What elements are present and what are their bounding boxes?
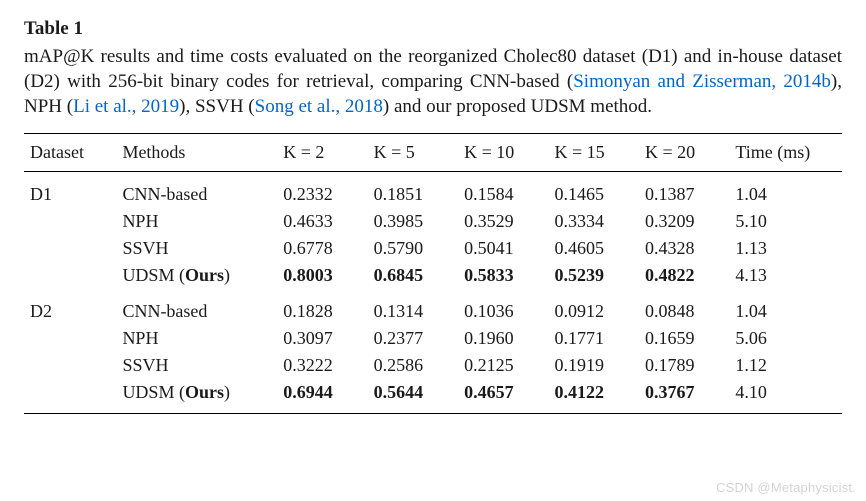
cell-k10: 0.4657: [458, 379, 548, 414]
cell-k20: 0.4328: [639, 235, 729, 262]
table-label: Table 1: [24, 18, 842, 40]
cell-k15: 0.3334: [549, 208, 639, 235]
table-row: SSVH0.32220.25860.21250.19190.17891.12: [24, 352, 842, 379]
table-row: NPH0.46330.39850.35290.33340.32095.10: [24, 208, 842, 235]
table-row: SSVH0.67780.57900.50410.46050.43281.13: [24, 235, 842, 262]
cell-method: CNN-based: [116, 289, 277, 325]
cell-time: 5.10: [729, 208, 842, 235]
cell-method: SSVH: [116, 235, 277, 262]
cell-k20: 0.1659: [639, 325, 729, 352]
cell-time: 5.06: [729, 325, 842, 352]
table-row: UDSM (Ours)0.69440.56440.46570.41220.376…: [24, 379, 842, 414]
col-header-k10: K = 10: [458, 134, 548, 172]
cell-dataset: [24, 325, 116, 352]
cell-time: 4.10: [729, 379, 842, 414]
table-header-row: Dataset Methods K = 2 K = 5 K = 10 K = 1…: [24, 134, 842, 172]
col-header-k15: K = 15: [549, 134, 639, 172]
cell-k10: 0.3529: [458, 208, 548, 235]
cell-k5: 0.2586: [368, 352, 458, 379]
table-row: NPH0.30970.23770.19600.17710.16595.06: [24, 325, 842, 352]
cell-k15: 0.1771: [549, 325, 639, 352]
table-row: D1CNN-based0.23320.18510.15840.14650.138…: [24, 172, 842, 209]
cell-time: 1.13: [729, 235, 842, 262]
table-row: UDSM (Ours)0.80030.68450.58330.52390.482…: [24, 262, 842, 289]
cell-dataset: [24, 208, 116, 235]
cell-method: SSVH: [116, 352, 277, 379]
results-table: Dataset Methods K = 2 K = 5 K = 10 K = 1…: [24, 133, 842, 414]
col-header-time: Time (ms): [729, 134, 842, 172]
cell-k2: 0.6944: [277, 379, 367, 414]
table-caption: mAP@K results and time costs evaluated o…: [24, 44, 842, 119]
watermark-text: CSDN @Metaphysicist.: [716, 480, 856, 495]
cell-method: CNN-based: [116, 172, 277, 209]
cell-k20: 0.1789: [639, 352, 729, 379]
col-header-k2: K = 2: [277, 134, 367, 172]
cell-k5: 0.1851: [368, 172, 458, 209]
cell-k2: 0.3222: [277, 352, 367, 379]
cell-k5: 0.1314: [368, 289, 458, 325]
cell-method: UDSM (Ours): [116, 262, 277, 289]
cell-k10: 0.2125: [458, 352, 548, 379]
table-row: D2CNN-based0.18280.13140.10360.09120.084…: [24, 289, 842, 325]
col-header-k20: K = 20: [639, 134, 729, 172]
cell-k2: 0.6778: [277, 235, 367, 262]
cell-dataset: [24, 352, 116, 379]
cell-method: NPH: [116, 325, 277, 352]
cell-time: 1.04: [729, 172, 842, 209]
cell-k20: 0.4822: [639, 262, 729, 289]
cell-time: 4.13: [729, 262, 842, 289]
cell-dataset: [24, 235, 116, 262]
cell-k5: 0.2377: [368, 325, 458, 352]
cell-k20: 0.0848: [639, 289, 729, 325]
col-header-methods: Methods: [116, 134, 277, 172]
cell-k15: 0.4605: [549, 235, 639, 262]
cell-k15: 0.1919: [549, 352, 639, 379]
caption-text: ) and our proposed UDSM method.: [383, 96, 652, 117]
caption-text: ), SSVH (: [179, 96, 254, 117]
cell-time: 1.12: [729, 352, 842, 379]
cell-k15: 0.0912: [549, 289, 639, 325]
cell-k10: 0.1584: [458, 172, 548, 209]
cell-k2: 0.8003: [277, 262, 367, 289]
cell-k2: 0.3097: [277, 325, 367, 352]
cell-k10: 0.5833: [458, 262, 548, 289]
cell-k2: 0.4633: [277, 208, 367, 235]
citation-link[interactable]: Simonyan and Zisserman, 2014b: [573, 71, 831, 92]
page-container: Table 1 mAP@K results and time costs eva…: [0, 0, 866, 501]
col-header-k5: K = 5: [368, 134, 458, 172]
cell-k10: 0.1036: [458, 289, 548, 325]
cell-k20: 0.1387: [639, 172, 729, 209]
cell-method: UDSM (Ours): [116, 379, 277, 414]
cell-k5: 0.6845: [368, 262, 458, 289]
cell-k5: 0.5644: [368, 379, 458, 414]
cell-k10: 0.5041: [458, 235, 548, 262]
citation-link[interactable]: Song et al., 2018: [255, 96, 383, 117]
cell-k5: 0.3985: [368, 208, 458, 235]
cell-k15: 0.4122: [549, 379, 639, 414]
table-body: D1CNN-based0.23320.18510.15840.14650.138…: [24, 172, 842, 414]
cell-dataset: [24, 262, 116, 289]
col-header-dataset: Dataset: [24, 134, 116, 172]
cell-k10: 0.1960: [458, 325, 548, 352]
cell-k5: 0.5790: [368, 235, 458, 262]
cell-dataset: [24, 379, 116, 414]
cell-time: 1.04: [729, 289, 842, 325]
cell-k20: 0.3767: [639, 379, 729, 414]
cell-k2: 0.2332: [277, 172, 367, 209]
cell-k20: 0.3209: [639, 208, 729, 235]
citation-link[interactable]: Li et al., 2019: [73, 96, 179, 117]
cell-method: NPH: [116, 208, 277, 235]
cell-dataset: D2: [24, 289, 116, 325]
cell-k15: 0.1465: [549, 172, 639, 209]
cell-k15: 0.5239: [549, 262, 639, 289]
cell-dataset: D1: [24, 172, 116, 209]
cell-k2: 0.1828: [277, 289, 367, 325]
